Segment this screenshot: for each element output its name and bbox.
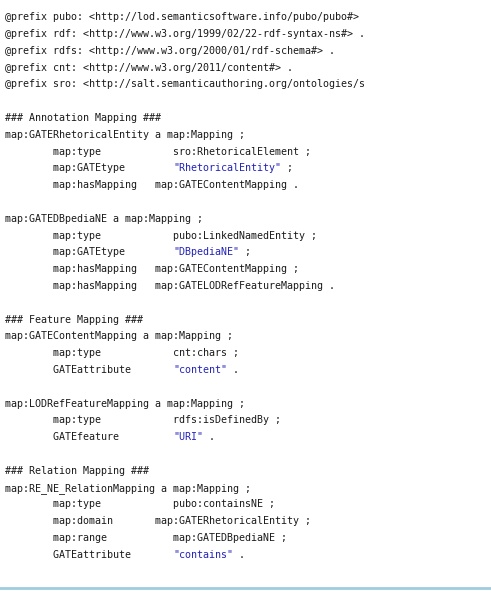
Text: @prefix pubo: <http://lod.semanticsoftware.info/pubo/pubo#>: @prefix pubo: <http://lod.semanticsoftwa… — [5, 12, 359, 22]
Text: map:type            rdfs:isDefinedBy ;: map:type rdfs:isDefinedBy ; — [5, 416, 281, 425]
Text: map:GATEDBpediaNE a map:Mapping ;: map:GATEDBpediaNE a map:Mapping ; — [5, 214, 203, 224]
Text: map:GATEtype: map:GATEtype — [5, 248, 173, 257]
Text: map:LODRefFeatureMapping a map:Mapping ;: map:LODRefFeatureMapping a map:Mapping ; — [5, 399, 245, 409]
Text: "contains": "contains" — [173, 550, 233, 560]
Text: map:type            sro:RhetoricalElement ;: map:type sro:RhetoricalElement ; — [5, 147, 311, 156]
Text: .: . — [233, 550, 245, 560]
Text: ### Feature Mapping ###: ### Feature Mapping ### — [5, 315, 143, 325]
Text: map:type            cnt:chars ;: map:type cnt:chars ; — [5, 349, 239, 358]
Text: ### Relation Mapping ###: ### Relation Mapping ### — [5, 466, 149, 476]
Text: ;: ; — [281, 164, 293, 173]
Text: "content": "content" — [173, 365, 227, 375]
Text: GATEattribute: GATEattribute — [5, 365, 173, 375]
Text: map:type            pubo:containsNE ;: map:type pubo:containsNE ; — [5, 500, 275, 510]
Text: map:hasMapping   map:GATEContentMapping .: map:hasMapping map:GATEContentMapping . — [5, 180, 299, 190]
Text: map:domain       map:GATERhetoricalEntity ;: map:domain map:GATERhetoricalEntity ; — [5, 516, 311, 526]
Text: ;: ; — [239, 248, 251, 257]
Text: map:hasMapping   map:GATELODRefFeatureMapping .: map:hasMapping map:GATELODRefFeatureMapp… — [5, 281, 335, 291]
Text: @prefix rdfs: <http://www.w3.org/2000/01/rdf-schema#> .: @prefix rdfs: <http://www.w3.org/2000/01… — [5, 46, 335, 56]
Text: .: . — [203, 432, 215, 442]
Text: ### Annotation Mapping ###: ### Annotation Mapping ### — [5, 113, 161, 123]
Text: map:GATERhetoricalEntity a map:Mapping ;: map:GATERhetoricalEntity a map:Mapping ; — [5, 130, 245, 140]
Text: GATEfeature: GATEfeature — [5, 432, 173, 442]
Text: "URI": "URI" — [173, 432, 203, 442]
Text: .: . — [227, 365, 239, 375]
Text: @prefix sro: <http://salt.semanticauthoring.org/ontologies/s: @prefix sro: <http://salt.semanticauthor… — [5, 80, 365, 89]
Text: map:RE_NE_RelationMapping a map:Mapping ;: map:RE_NE_RelationMapping a map:Mapping … — [5, 483, 251, 493]
Text: map:type            pubo:LinkedNamedEntity ;: map:type pubo:LinkedNamedEntity ; — [5, 231, 317, 240]
Text: map:hasMapping   map:GATEContentMapping ;: map:hasMapping map:GATEContentMapping ; — [5, 265, 299, 274]
Text: map:range           map:GATEDBpediaNE ;: map:range map:GATEDBpediaNE ; — [5, 533, 287, 543]
Text: map:GATEContentMapping a map:Mapping ;: map:GATEContentMapping a map:Mapping ; — [5, 332, 233, 341]
Text: "RhetoricalEntity": "RhetoricalEntity" — [173, 164, 281, 173]
Text: GATEattribute: GATEattribute — [5, 550, 173, 560]
Text: @prefix cnt: <http://www.w3.org/2011/content#> .: @prefix cnt: <http://www.w3.org/2011/con… — [5, 63, 293, 72]
Text: @prefix rdf: <http://www.w3.org/1999/02/22-rdf-syntax-ns#> .: @prefix rdf: <http://www.w3.org/1999/02/… — [5, 29, 365, 39]
Text: "DBpediaNE": "DBpediaNE" — [173, 248, 239, 257]
Text: map:GATEtype: map:GATEtype — [5, 164, 173, 173]
